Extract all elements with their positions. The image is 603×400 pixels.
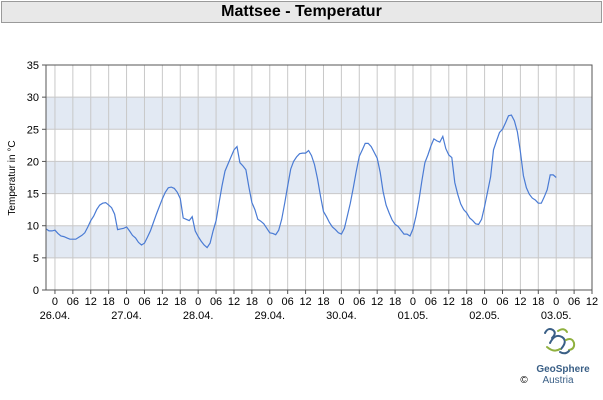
x-tick-label: 12: [586, 296, 598, 308]
x-tick-label: 06: [282, 296, 294, 308]
x-tick-label: 12: [514, 296, 526, 308]
date-label: 01.05.: [398, 310, 429, 322]
y-tick-label: 35: [27, 60, 39, 72]
background-band: [46, 97, 592, 130]
x-tick-label: 18: [174, 296, 186, 308]
plot-frame: [45, 64, 593, 291]
x-tick-label: 06: [67, 296, 79, 308]
x-tick-label: 18: [461, 296, 473, 308]
x-tick-label: 0: [338, 296, 344, 308]
date-label: 26.04.: [40, 310, 71, 322]
x-tick-label: 12: [443, 296, 455, 308]
x-tick-label: 06: [353, 296, 365, 308]
x-axis-ticks: 0 06 12 18 0 06 12 18 0 06 12 18 0 06 12 18 0 06 12 18 0 06 12…: [40, 290, 598, 322]
y-tick-label: 0: [33, 285, 39, 297]
chart-title: Mattsee - Temperatur: [1, 1, 602, 23]
x-tick-label: 06: [496, 296, 508, 308]
grid-lines: [46, 64, 593, 291]
y-tick-label: 30: [27, 92, 39, 104]
y-tick-label: 10: [27, 221, 39, 233]
x-tick-label: 18: [317, 296, 329, 308]
geosphere-logo: GeoSphere Austria ©: [520, 328, 590, 386]
x-tick-label: 12: [299, 296, 311, 308]
x-tick-label: 12: [371, 296, 383, 308]
x-tick-label: 0: [267, 296, 273, 308]
y-tick-label: 25: [27, 124, 39, 136]
background-band: [46, 225, 592, 258]
date-label: 03.05.: [541, 310, 572, 322]
date-label: 28.04.: [183, 310, 214, 322]
x-tick-label: 12: [85, 296, 97, 308]
temperature-line: [45, 114, 557, 249]
x-tick-label: 06: [425, 296, 437, 308]
x-tick-label: 18: [532, 296, 544, 308]
y-tick-label: 5: [33, 253, 39, 265]
y-tick-label: 20: [27, 156, 39, 168]
background-bands: [46, 97, 592, 258]
geosphere-logo-icon: [544, 328, 576, 355]
x-tick-label: 06: [138, 296, 150, 308]
x-tick-label: 18: [389, 296, 401, 308]
x-tick-label: 06: [568, 296, 580, 308]
x-tick-label: 18: [103, 296, 115, 308]
date-label: 27.04.: [111, 310, 142, 322]
x-tick-label: 12: [228, 296, 240, 308]
logo-name: GeoSphere: [536, 364, 590, 375]
series-layer: [45, 114, 557, 249]
date-label: 30.04.: [326, 310, 357, 322]
logo-subtitle: Austria: [542, 375, 574, 386]
x-tick-label: 18: [246, 296, 258, 308]
x-tick-label: 06: [210, 296, 222, 308]
y-tick-label: 15: [27, 189, 39, 201]
x-tick-label: 12: [156, 296, 168, 308]
y-axis-ticks: 0 5 10 15 20 25 30 35: [27, 60, 46, 297]
y-axis-label: Temperatur in °C: [7, 140, 18, 215]
date-label: 29.04.: [254, 310, 285, 322]
x-tick-label: 0: [195, 296, 201, 308]
x-tick-label: 0: [123, 296, 129, 308]
x-tick-label: 0: [52, 296, 58, 308]
x-tick-label: 0: [553, 296, 559, 308]
x-tick-label: 0: [410, 296, 416, 308]
date-label: 02.05.: [469, 310, 500, 322]
copyright-symbol: ©: [520, 375, 528, 386]
x-tick-label: 0: [482, 296, 488, 308]
